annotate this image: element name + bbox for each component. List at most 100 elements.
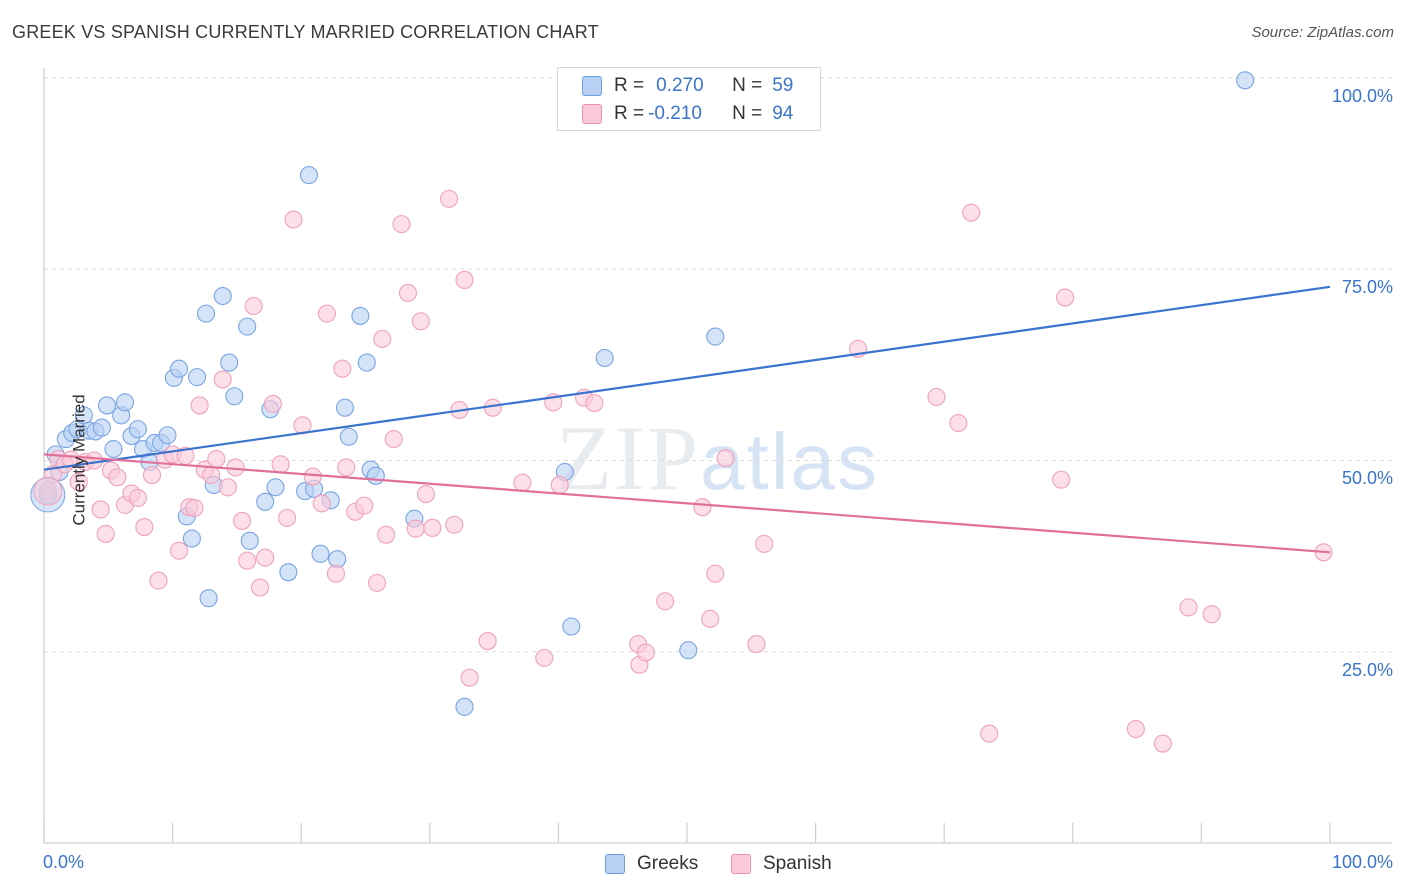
point-spanish-cluster: [33, 476, 63, 506]
point-greeks: [339, 427, 358, 446]
point-spanish: [1153, 734, 1172, 753]
chart-title: GREEK VS SPANISH CURRENTLY MARRIED CORRE…: [12, 22, 599, 42]
point-spanish: [278, 508, 297, 527]
point-spanish: [513, 473, 532, 492]
trend-line-spanish: [43, 453, 1331, 554]
point-spanish: [716, 449, 735, 468]
point-greeks: [366, 466, 385, 485]
point-spanish: [455, 270, 474, 290]
point-greeks: [238, 317, 257, 336]
point-spanish: [406, 519, 425, 538]
y-tick-label-25: 25.0%: [1341, 660, 1393, 680]
point-spanish: [1056, 288, 1075, 307]
point-spanish: [213, 370, 232, 389]
point-spanish: [202, 465, 221, 485]
point-spanish: [656, 592, 675, 611]
point-greeks: [1236, 71, 1255, 90]
point-spanish: [949, 413, 968, 433]
point-spanish: [460, 668, 479, 687]
n-label: N =: [732, 103, 763, 124]
point-spanish: [185, 498, 204, 517]
point-spanish: [142, 465, 162, 485]
point-spanish: [423, 518, 442, 537]
legend-row-spanish: R = -0.210 N = 94: [582, 102, 793, 126]
point-greeks: [455, 697, 474, 716]
legend-item-spanish: Spanish: [731, 852, 832, 876]
point-spanish: [411, 312, 430, 331]
point-spanish: [416, 485, 435, 504]
point-spanish: [478, 631, 497, 651]
y-axis-label: Currently Married: [69, 394, 89, 526]
point-greeks: [706, 327, 725, 346]
n-value: 94: [772, 103, 794, 124]
point-spanish: [312, 494, 331, 513]
y-tick-label-100: 100.0%: [1331, 86, 1393, 106]
point-greeks: [299, 166, 318, 185]
y-tick-label-75: 75.0%: [1341, 277, 1393, 297]
point-greeks: [562, 617, 581, 636]
trend-lines: [43, 285, 1331, 554]
point-spanish: [445, 515, 464, 534]
point-spanish: [701, 609, 720, 628]
point-greeks: [266, 478, 285, 497]
point-greeks: [199, 589, 218, 608]
point-greeks: [351, 306, 370, 325]
point-greeks: [92, 418, 111, 437]
point-greeks: [97, 396, 117, 415]
point-spanish: [747, 635, 766, 654]
point-spanish: [149, 571, 168, 590]
point-spanish: [392, 215, 411, 234]
point-greeks: [225, 387, 244, 406]
point-spanish: [368, 573, 387, 592]
spanish-swatch: [582, 104, 602, 124]
spanish-swatch: [731, 854, 751, 874]
point-spanish: [263, 394, 282, 413]
point-greeks: [187, 368, 207, 387]
point-greeks: [311, 544, 330, 563]
x-tick-label-min: 0.0%: [43, 852, 85, 872]
point-spanish: [1179, 598, 1198, 617]
point-spanish: [755, 534, 774, 553]
point-greeks: [357, 353, 376, 372]
point-greeks: [158, 426, 177, 445]
legend-label-greeks: Greeks: [637, 853, 699, 874]
point-spanish: [238, 551, 257, 570]
r-label: R =: [614, 103, 645, 124]
source-note: Source: ZipAtlas.com: [1251, 24, 1394, 41]
watermark: ZIPatlas: [556, 405, 879, 511]
trend-line-greeks: [43, 285, 1331, 471]
point-spanish: [207, 449, 226, 469]
y-tick-label-50: 50.0%: [1341, 468, 1393, 488]
point-spanish: [962, 203, 981, 222]
point-spanish: [317, 304, 336, 323]
point-greeks: [104, 439, 123, 459]
point-spanish: [96, 524, 115, 543]
point-spanish: [398, 283, 417, 303]
n-value: 59: [772, 75, 794, 96]
point-spanish: [927, 387, 946, 407]
point-spanish: [232, 511, 252, 530]
point-spanish: [1052, 470, 1071, 489]
point-spanish: [135, 518, 154, 537]
point-greeks: [679, 641, 698, 660]
point-spanish: [250, 578, 270, 597]
point-spanish: [128, 488, 147, 508]
legend-item-greeks: Greeks: [605, 852, 698, 876]
point-greeks: [220, 353, 239, 372]
point-spanish: [535, 648, 554, 667]
watermark-zip: ZIP: [556, 407, 700, 509]
point-greeks: [256, 492, 275, 511]
point-spanish: [256, 548, 275, 567]
point-spanish: [69, 472, 88, 491]
point-spanish: [190, 396, 209, 415]
r-label: R =: [614, 75, 645, 96]
point-spanish: [244, 296, 263, 316]
point-greeks: [240, 531, 259, 550]
point-greeks: [196, 304, 216, 323]
n-label: N =: [732, 75, 763, 96]
point-spanish: [440, 189, 459, 208]
point-spanish: [169, 541, 189, 560]
point-spanish: [636, 643, 655, 662]
point-spanish: [271, 455, 290, 474]
